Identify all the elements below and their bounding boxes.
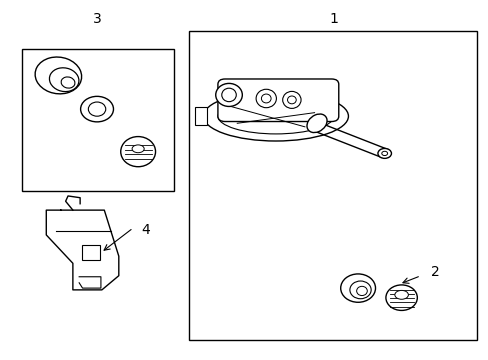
Ellipse shape <box>394 291 407 299</box>
Ellipse shape <box>377 148 391 158</box>
Bar <box>188 31 476 339</box>
Ellipse shape <box>49 68 79 91</box>
Ellipse shape <box>381 151 387 156</box>
Ellipse shape <box>349 281 370 299</box>
Text: 3: 3 <box>93 12 101 26</box>
Ellipse shape <box>261 94 270 103</box>
Ellipse shape <box>287 96 296 104</box>
Ellipse shape <box>35 57 81 94</box>
Ellipse shape <box>256 89 276 108</box>
Ellipse shape <box>203 91 348 141</box>
Bar <box>81 245 100 260</box>
Text: 4: 4 <box>141 222 149 237</box>
Ellipse shape <box>306 114 326 132</box>
Ellipse shape <box>132 145 144 153</box>
Bar <box>22 49 174 191</box>
FancyBboxPatch shape <box>218 79 338 122</box>
Ellipse shape <box>218 99 333 134</box>
Ellipse shape <box>282 91 301 108</box>
Ellipse shape <box>61 77 75 88</box>
Ellipse shape <box>340 274 375 302</box>
Ellipse shape <box>121 136 155 167</box>
Bar <box>195 107 206 125</box>
Ellipse shape <box>356 286 366 296</box>
Ellipse shape <box>385 285 416 310</box>
Ellipse shape <box>215 84 242 107</box>
Ellipse shape <box>88 102 105 116</box>
Ellipse shape <box>81 96 113 122</box>
Text: 2: 2 <box>430 265 439 279</box>
Text: 1: 1 <box>329 12 338 26</box>
Ellipse shape <box>222 88 236 102</box>
